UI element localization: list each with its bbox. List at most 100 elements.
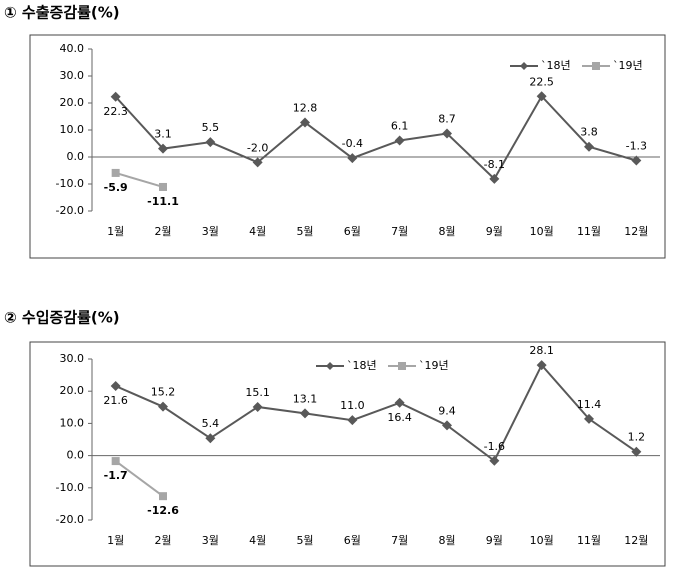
marker — [584, 141, 594, 152]
x-tick-label: 12월 — [624, 225, 648, 238]
chart-frame — [29, 341, 666, 567]
data-label: 1.2 — [628, 431, 646, 444]
x-tick-label: 4월 — [249, 534, 266, 547]
marker — [205, 137, 216, 148]
legend-marker — [398, 362, 406, 370]
y-tick-label: -20.0 — [56, 204, 84, 217]
marker — [347, 153, 358, 164]
x-tick-label: 6월 — [344, 534, 361, 547]
legend-label: `19년 — [613, 59, 643, 72]
series-line — [115, 460, 164, 497]
data-label: -0.4 — [342, 137, 363, 150]
x-tick-label: 11월 — [577, 534, 601, 547]
marker — [159, 182, 167, 191]
y-tick-label: -10.0 — [56, 177, 84, 190]
data-label: 28.1 — [529, 344, 554, 357]
data-label: -1.3 — [626, 140, 647, 153]
y-tick-label: -20.0 — [56, 513, 84, 526]
x-tick-label: 8월 — [438, 534, 455, 547]
marker — [110, 381, 121, 392]
data-label: 15.2 — [151, 386, 176, 399]
data-label: 3.1 — [154, 128, 172, 141]
legend-label: `18년 — [347, 359, 377, 372]
data-label: 22.3 — [103, 105, 128, 118]
x-tick-label: 5월 — [296, 225, 313, 238]
marker — [536, 360, 547, 371]
y-tick-label: 0.0 — [67, 150, 85, 163]
data-label: -1.7 — [104, 469, 128, 482]
x-tick-label: 1월 — [107, 225, 124, 238]
data-label: -5.9 — [104, 181, 128, 194]
marker — [159, 492, 167, 501]
x-tick-label: 3월 — [202, 534, 219, 547]
data-label: 5.5 — [202, 121, 220, 134]
data-label: 21.6 — [103, 394, 128, 407]
x-tick-label: 9월 — [486, 225, 503, 238]
y-tick-label: 10.0 — [60, 416, 85, 429]
x-tick-label: 5월 — [296, 534, 313, 547]
x-tick-label: 1월 — [107, 534, 124, 547]
marker — [631, 446, 642, 457]
chart-title: ① 수출증감률(%) — [4, 4, 120, 22]
x-tick-label: 3월 — [202, 225, 219, 238]
y-tick-label: 30.0 — [60, 69, 85, 82]
legend-marker — [592, 62, 600, 70]
x-tick-label: 8월 — [438, 225, 455, 238]
y-tick-label: 30.0 — [60, 352, 85, 365]
data-label: 3.8 — [580, 126, 598, 139]
marker — [631, 155, 642, 166]
marker — [394, 397, 405, 408]
y-tick-label: 20.0 — [60, 384, 85, 397]
marker — [252, 401, 263, 412]
y-tick-label: 20.0 — [60, 96, 85, 109]
chart-title: ② 수입증감률(%) — [4, 309, 120, 327]
series-line — [115, 171, 164, 188]
data-label: 9.4 — [438, 404, 456, 417]
data-label: 11.0 — [340, 399, 365, 412]
marker — [111, 457, 120, 466]
marker — [489, 455, 500, 466]
x-tick-label: 12월 — [624, 534, 648, 547]
marker — [394, 135, 405, 146]
data-label: 13.1 — [293, 392, 318, 405]
marker — [110, 91, 121, 102]
data-label: -12.6 — [147, 504, 179, 517]
series-line — [115, 363, 637, 463]
x-tick-label: 6월 — [344, 225, 361, 238]
y-tick-label: 40.0 — [60, 42, 85, 55]
legend-label: `19년 — [419, 359, 449, 372]
data-label: 15.1 — [245, 386, 270, 399]
x-tick-label: 11월 — [577, 225, 601, 238]
x-tick-label: 10월 — [530, 225, 554, 238]
data-label: 12.8 — [293, 101, 318, 114]
marker — [347, 415, 358, 426]
x-tick-label: 2월 — [154, 534, 171, 547]
data-label: 16.4 — [387, 411, 412, 424]
data-label: -8.1 — [484, 158, 505, 171]
data-label: 11.4 — [577, 398, 602, 411]
marker — [489, 173, 500, 184]
chart-frame — [29, 34, 666, 259]
x-tick-label: 7월 — [391, 534, 408, 547]
y-tick-label: -10.0 — [56, 481, 84, 494]
marker — [442, 420, 452, 431]
legend-label: `18년 — [541, 59, 571, 72]
x-tick-label: 4월 — [249, 225, 266, 238]
legend-marker — [326, 362, 334, 370]
marker — [442, 128, 452, 139]
marker — [252, 157, 263, 168]
data-label: -2.0 — [247, 141, 268, 154]
marker — [300, 117, 310, 128]
x-tick-label: 2월 — [154, 225, 171, 238]
marker — [584, 413, 594, 424]
marker — [158, 143, 168, 154]
x-tick-label: 7월 — [391, 225, 408, 238]
data-label: 5.4 — [202, 417, 220, 430]
x-tick-label: 10월 — [530, 534, 554, 547]
legend-marker — [520, 62, 528, 70]
data-label: 22.5 — [529, 75, 554, 88]
x-tick-label: 9월 — [486, 534, 503, 547]
marker — [300, 408, 310, 419]
series-line — [114, 94, 637, 181]
